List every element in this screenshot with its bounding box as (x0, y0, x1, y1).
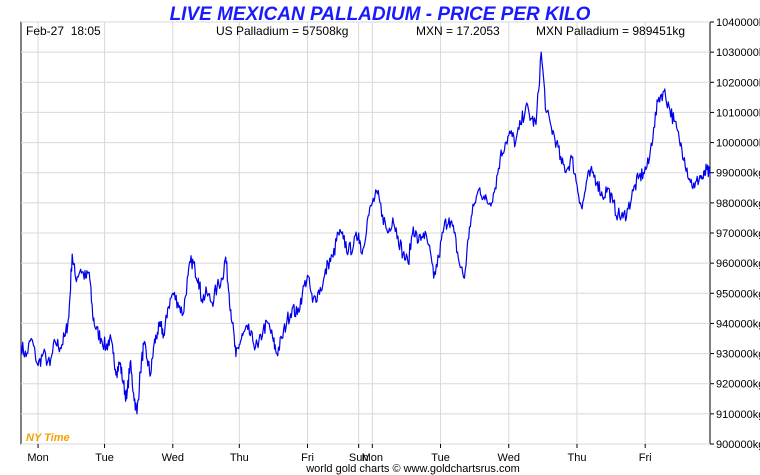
header-fx-rate: MXN = 17.2053 (416, 24, 500, 38)
y-tick-label: 1030000kg (716, 47, 760, 59)
x-tick-label: Fri (639, 452, 652, 464)
price-line (20, 51, 711, 415)
y-tick-label: 950000kg (716, 288, 760, 300)
x-tick-label: Fri (301, 452, 314, 464)
credit-text: world gold charts © www.goldchartsrus.co… (305, 463, 520, 475)
y-tick-label: 1000000kg (716, 138, 760, 150)
y-tick-label: 910000kg (716, 409, 760, 421)
header-mxn-price: MXN Palladium = 989451kg (536, 24, 685, 38)
grid-lines (21, 21, 710, 445)
y-tick-label: 960000kg (716, 258, 760, 270)
x-tick-label: Thu (567, 452, 586, 464)
timezone-label: NY Time (26, 432, 70, 444)
header-timestamp: Feb-27 18:05 (26, 24, 101, 38)
chart-title: LIVE MEXICAN PALLADIUM - PRICE PER KILO (170, 4, 591, 25)
x-tick-label: Thu (230, 452, 249, 464)
x-tick-label: Tue (431, 452, 450, 464)
y-tick-label: 970000kg (716, 228, 760, 240)
y-tick-label: 930000kg (716, 349, 760, 361)
y-tick-label: 980000kg (716, 198, 760, 210)
x-tick-label: Sun (349, 452, 369, 464)
y-axis-ticks: 900000kg 910000kg 920000kg 930000kg 940000kg… (710, 17, 760, 451)
y-tick-label: 1040000kg (716, 17, 760, 29)
y-tick-label: 1010000kg (716, 107, 760, 119)
y-tick-label: 900000kg (716, 439, 760, 451)
x-tick-label: Wed (498, 452, 520, 464)
x-tick-label: Mon (27, 452, 48, 464)
x-tick-label: Tue (95, 452, 114, 464)
x-tick-label: Wed (162, 452, 184, 464)
y-tick-label: 920000kg (716, 379, 760, 391)
header-us-price: US Palladium = 57508kg (216, 24, 348, 38)
x-tick-label: Mon (362, 452, 383, 464)
y-tick-label: 940000kg (716, 318, 760, 330)
y-tick-label: 990000kg (716, 168, 760, 180)
y-tick-label: 1020000kg (716, 77, 760, 89)
